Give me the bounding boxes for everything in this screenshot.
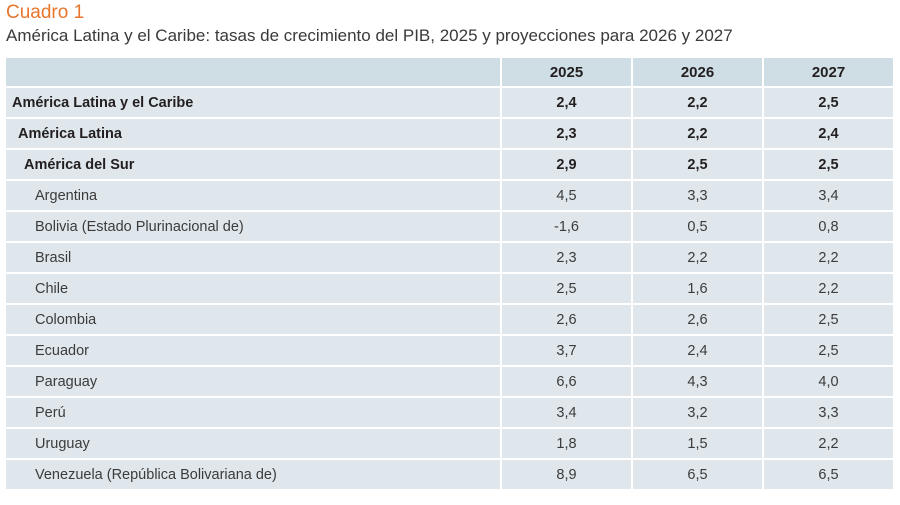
row-label: Perú: [6, 398, 502, 429]
table-row: Paraguay 6,6 4,3 4,0: [6, 367, 895, 398]
value-cell-2027: 3,4: [764, 181, 895, 212]
table-row: Argentina 4,5 3,3 3,4: [6, 181, 895, 212]
header-cell-2027: 2027: [764, 58, 895, 88]
row-label: América Latina: [6, 119, 502, 150]
table-row: América Latina 2,3 2,2 2,4: [6, 119, 895, 150]
value-cell-2025: 2,9: [502, 150, 633, 181]
value-cell-2026: 4,3: [633, 367, 764, 398]
row-label: América Latina y el Caribe: [6, 88, 502, 119]
value-cell-2027: 2,5: [764, 88, 895, 119]
value-cell-2025: 8,9: [502, 460, 633, 491]
table-row: Colombia 2,6 2,6 2,5: [6, 305, 895, 336]
value-cell-2027: 2,5: [764, 305, 895, 336]
table-body: América Latina y el Caribe 2,4 2,2 2,5 Améri…: [6, 88, 895, 491]
value-cell-2025: 3,7: [502, 336, 633, 367]
value-cell-2026: 2,6: [633, 305, 764, 336]
value-cell-2027: 2,4: [764, 119, 895, 150]
value-cell-2026: 1,5: [633, 429, 764, 460]
value-cell-2025: 4,5: [502, 181, 633, 212]
table-row: Ecuador 3,7 2,4 2,5: [6, 336, 895, 367]
table-title: América Latina y el Caribe: tasas de cre…: [6, 26, 733, 45]
row-label: Uruguay: [6, 429, 502, 460]
value-cell-2027: 4,0: [764, 367, 895, 398]
table-row: América Latina y el Caribe 2,4 2,2 2,5: [6, 88, 895, 119]
header-row: 2025 2026 2027: [6, 58, 895, 88]
value-cell-2026: 3,3: [633, 181, 764, 212]
table-header: 2025 2026 2027: [6, 58, 895, 88]
row-label: Venezuela (República Bolivariana de): [6, 460, 502, 491]
value-cell-2025: 2,5: [502, 274, 633, 305]
value-cell-2025: 2,6: [502, 305, 633, 336]
row-label: Colombia: [6, 305, 502, 336]
table-row: Venezuela (República Bolivariana de) 8,9 6…: [6, 460, 895, 491]
value-cell-2027: 2,2: [764, 243, 895, 274]
value-cell-2027: 3,3: [764, 398, 895, 429]
value-cell-2026: 6,5: [633, 460, 764, 491]
row-label: Chile: [6, 274, 502, 305]
value-cell-2025: 2,4: [502, 88, 633, 119]
row-label: Ecuador: [6, 336, 502, 367]
header-cell-2025: 2025: [502, 58, 633, 88]
row-label: Bolivia (Estado Plurinacional de): [6, 212, 502, 243]
header-cell-2026: 2026: [633, 58, 764, 88]
table-row: América del Sur 2,9 2,5 2,5: [6, 150, 895, 181]
row-label: Argentina: [6, 181, 502, 212]
row-label: América del Sur: [6, 150, 502, 181]
table-row: Brasil 2,3 2,2 2,2: [6, 243, 895, 274]
value-cell-2025: 3,4: [502, 398, 633, 429]
table-row: Uruguay 1,8 1,5 2,2: [6, 429, 895, 460]
value-cell-2026: 2,4: [633, 336, 764, 367]
value-cell-2027: 2,5: [764, 150, 895, 181]
table-row: Bolivia (Estado Plurinacional de) -1,6 0,5…: [6, 212, 895, 243]
value-cell-2026: 2,2: [633, 88, 764, 119]
gdp-growth-table: 2025 2026 2027 América Latina y el Carib…: [6, 58, 895, 491]
header-cell-region: [6, 58, 502, 88]
value-cell-2027: 6,5: [764, 460, 895, 491]
value-cell-2026: 2,2: [633, 119, 764, 150]
value-cell-2026: 2,5: [633, 150, 764, 181]
value-cell-2027: 2,2: [764, 274, 895, 305]
value-cell-2025: 1,8: [502, 429, 633, 460]
row-label: Brasil: [6, 243, 502, 274]
value-cell-2027: 2,2: [764, 429, 895, 460]
table-row: Perú 3,4 3,2 3,3: [6, 398, 895, 429]
value-cell-2025: 2,3: [502, 119, 633, 150]
value-cell-2027: 0,8: [764, 212, 895, 243]
value-cell-2026: 2,2: [633, 243, 764, 274]
value-cell-2025: 6,6: [502, 367, 633, 398]
value-cell-2026: 1,6: [633, 274, 764, 305]
row-label: Paraguay: [6, 367, 502, 398]
value-cell-2027: 2,5: [764, 336, 895, 367]
value-cell-2026: 3,2: [633, 398, 764, 429]
table-row: Chile 2,5 1,6 2,2: [6, 274, 895, 305]
value-cell-2025: 2,3: [502, 243, 633, 274]
value-cell-2026: 0,5: [633, 212, 764, 243]
table-caption: Cuadro 1: [6, 2, 85, 23]
value-cell-2025: -1,6: [502, 212, 633, 243]
